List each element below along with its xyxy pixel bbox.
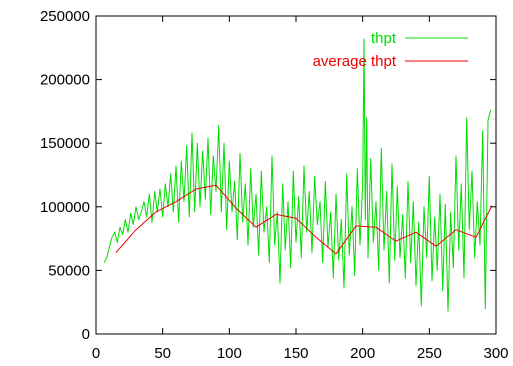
x-tick-label: 100 (217, 345, 242, 362)
x-tick-label: 0 (92, 345, 100, 362)
series-line-average-thpt (115, 184, 493, 255)
series-line-thpt (103, 38, 492, 312)
x-axis-ticks: 0 50 100 150 200 250 300 (92, 16, 509, 362)
x-tick-label: 300 (483, 345, 508, 362)
x-tick-label: 50 (154, 345, 171, 362)
series-layer (103, 38, 493, 312)
y-tick-label: 0 (82, 326, 90, 343)
x-tick-label: 200 (350, 345, 375, 362)
y-tick-label: 100000 (40, 199, 90, 216)
x-tick-label: 150 (283, 345, 308, 362)
legend-label-average-thpt: average thpt (313, 53, 397, 70)
y-tick-label: 200000 (40, 72, 90, 89)
y-tick-label: 150000 (40, 135, 90, 152)
y-axis-ticks: 0 50000 100000 150000 200000 250000 (40, 8, 496, 343)
legend: thpt average thpt (313, 30, 468, 70)
legend-label-thpt: thpt (371, 30, 397, 47)
y-tick-label: 50000 (48, 262, 90, 279)
y-tick-label: 250000 (40, 8, 90, 25)
plot-frame (95, 15, 497, 335)
x-tick-label: 250 (417, 345, 442, 362)
